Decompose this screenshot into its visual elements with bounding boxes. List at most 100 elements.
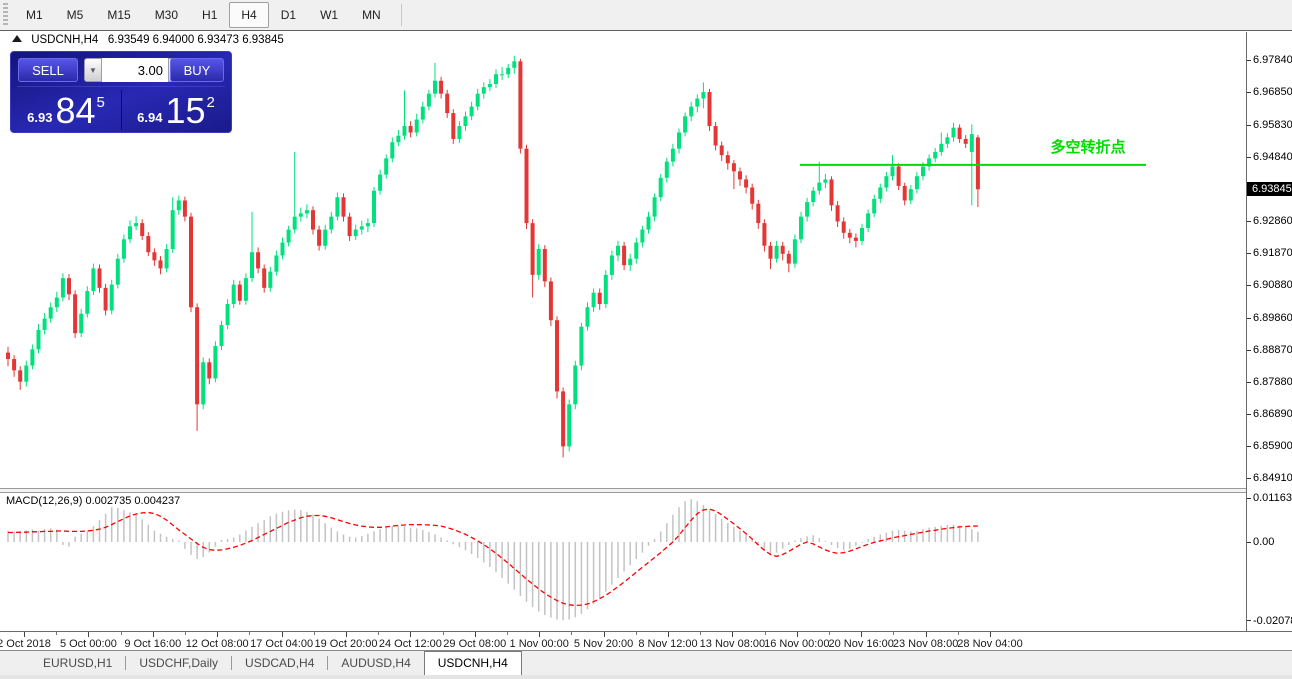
tab-separator	[231, 656, 233, 670]
axis-tick	[1247, 445, 1251, 447]
chart-tab-audusd-h4[interactable]: AUDUSD,H4	[341, 656, 411, 670]
time-axis-tick	[925, 632, 927, 637]
axis-tick	[1247, 284, 1251, 286]
time-axis-label: 2 Oct 2018	[0, 638, 51, 650]
buy-price-pip: 2	[206, 93, 215, 111]
current-price-badge: 6.93845	[1247, 182, 1292, 197]
time-axis-tick	[152, 632, 154, 637]
time-axis-label: 19 Oct 20:00	[314, 638, 378, 650]
price-chart[interactable]: 多空转折点	[0, 46, 1246, 488]
macd-signal-line	[8, 508, 978, 607]
time-axis-tick	[796, 632, 798, 637]
time-axis: 2 Oct 2018 5 Oct 00:00 9 Oct 16:00 12 Oct 0…	[0, 631, 1292, 652]
time-axis-label: 12 Oct 08:00	[185, 638, 249, 650]
chart-tabs-bar: EURUSD,H1 USDCHF,Daily USDCAD,H4 AUDUSD,H4 U…	[0, 650, 1292, 676]
chart-window: USDCNH,H4 6.93549 6.94000 6.93473 6.9384…	[0, 30, 1292, 652]
buy-price-big: 15	[165, 90, 206, 131]
time-axis-tick	[668, 632, 669, 637]
axis-tick	[1247, 220, 1251, 222]
macd-indicator-label: MACD(12,26,9) 0.002735 0.004237	[6, 495, 181, 507]
macd-indicator-panel[interactable]	[0, 493, 1246, 631]
timeframe-button-h4[interactable]: H4	[229, 2, 269, 28]
time-axis-label: 20 Nov 16:00	[828, 638, 894, 650]
timeframe-button-m30[interactable]: M30	[154, 8, 179, 22]
time-axis-label: 29 Oct 08:00	[443, 638, 507, 650]
macd-axis-label: 0.011636	[1253, 492, 1292, 504]
toolbar-grip-handle[interactable]	[3, 3, 8, 27]
time-axis-label: 16 Nov 00:00	[764, 638, 830, 650]
sell-button[interactable]: SELL	[18, 58, 78, 82]
time-axis-label: 13 Nov 08:00	[699, 638, 766, 650]
chart-title: USDCNH,H4 6.93549 6.94000 6.93473 6.9384…	[12, 34, 284, 46]
time-axis-tick	[474, 632, 476, 637]
price-axis-label: 6.97840	[1253, 54, 1292, 66]
axis-tick	[1247, 477, 1251, 479]
timeframe-button-m15[interactable]: M15	[107, 8, 131, 22]
time-axis-tick	[603, 632, 605, 637]
volume-decrease-button[interactable]: ▼	[84, 58, 102, 82]
axis-tick	[1247, 59, 1251, 61]
sell-price-prefix: 6.93	[27, 109, 53, 125]
candlestick-chart-canvas[interactable]: 多空转折点	[0, 46, 1246, 488]
chart-tab-usdchf-daily[interactable]: USDCHF,Daily	[139, 656, 219, 670]
timeframe-button-mn[interactable]: MN	[362, 8, 381, 22]
timeframe-button-d1[interactable]: D1	[280, 8, 297, 22]
price-axis-label: 6.86890	[1253, 408, 1292, 421]
panel-splitter[interactable]	[0, 488, 1292, 493]
tab-separator	[125, 656, 127, 670]
time-axis-minor-tick	[507, 632, 508, 635]
time-axis-minor-tick	[442, 632, 444, 635]
time-axis-minor-tick	[957, 632, 959, 635]
axis-tick	[1247, 252, 1251, 254]
time-axis-label: 9 Oct 16:00	[124, 638, 182, 650]
buy-quote[interactable]: 6.94 15 2	[121, 90, 231, 132]
axis-tick	[1247, 620, 1251, 622]
time-axis-minor-tick	[378, 632, 380, 635]
price-axis-label: 6.96850	[1253, 86, 1292, 99]
time-axis-tick	[732, 632, 734, 637]
timeframe-button-w1[interactable]: W1	[320, 8, 339, 22]
axis-tick	[1247, 124, 1251, 126]
timeframe-button-m5[interactable]: M5	[66, 8, 84, 22]
macd-axis-label: 0.00	[1253, 536, 1275, 548]
volume-input[interactable]	[102, 58, 168, 82]
sell-quote[interactable]: 6.93 84 5	[11, 90, 121, 132]
time-axis-minor-tick	[571, 632, 573, 635]
axis-tick	[1247, 381, 1251, 383]
toolbar-separator	[400, 4, 402, 26]
price-axis-label: 6.95830	[1253, 119, 1292, 132]
time-axis-tick	[346, 632, 347, 637]
price-axis: 6.97840 6.96850 6.95830 6.94840 6.92860 6.918…	[1246, 32, 1292, 631]
price-axis-label: 6.90880	[1253, 279, 1292, 292]
time-axis-label: 8 Nov 12:00	[638, 638, 698, 650]
timeframe-toolbar: M1 M5 M15 M30 H1 H4 D1 W1 MN	[0, 0, 1292, 31]
chart-tab-usdcad-h4[interactable]: USDCAD,H4	[245, 656, 315, 670]
time-axis-tick	[410, 632, 412, 637]
timeframe-button-m1[interactable]: M1	[26, 8, 43, 22]
axis-tick	[1247, 541, 1251, 543]
time-axis-minor-tick	[764, 632, 766, 635]
collapse-panel-icon[interactable]	[12, 35, 22, 42]
timeframe-button-h1[interactable]: H1	[202, 8, 218, 22]
time-axis-minor-tick	[313, 632, 315, 635]
time-axis-minor-tick	[56, 632, 58, 635]
time-axis-tick	[88, 632, 90, 637]
time-axis-minor-tick	[249, 632, 251, 635]
price-axis-label: 6.92860	[1253, 215, 1292, 228]
chart-tab-usdcnh-h4[interactable]: USDCNH,H4	[423, 651, 522, 676]
price-axis-label: 6.85900	[1253, 440, 1292, 453]
axis-tick	[1247, 349, 1251, 351]
axis-tick	[1247, 91, 1251, 93]
time-axis-label: 28 Nov 04:00	[957, 638, 1023, 650]
macd-axis-label: -0.020788	[1253, 614, 1292, 627]
price-axis-label: 6.89860	[1253, 312, 1292, 325]
macd-chart-canvas[interactable]	[0, 493, 1246, 631]
time-axis-tick	[990, 632, 991, 637]
buy-price-prefix: 6.94	[137, 109, 163, 125]
buy-button[interactable]: BUY	[170, 58, 224, 82]
time-axis-label: 5 Nov 20:00	[573, 638, 634, 650]
axis-tick	[1247, 156, 1251, 158]
sell-price-pip: 5	[96, 93, 105, 111]
chart-tab-eurusd-h1[interactable]: EURUSD,H1	[43, 656, 113, 670]
